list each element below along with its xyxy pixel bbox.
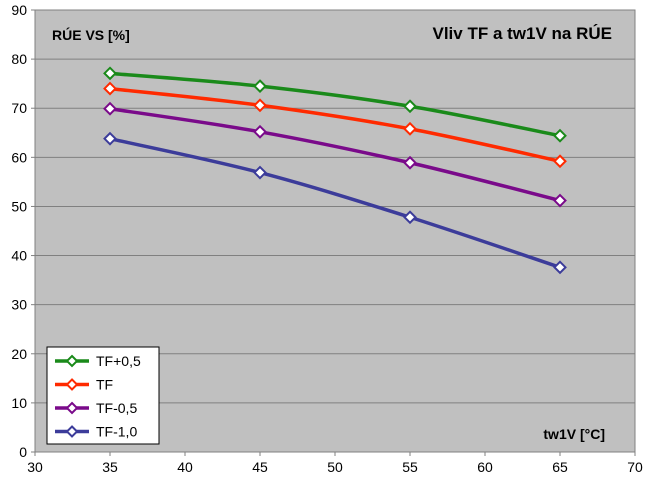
series-lines [109, 71, 561, 270]
data-point [253, 165, 267, 180]
series-line [109, 106, 561, 203]
y-tick-label: 20 [11, 346, 27, 362]
legend-label: TF+0,5 [96, 353, 141, 369]
data-point [553, 154, 567, 169]
y-tick-label: 90 [11, 2, 27, 18]
data-point [103, 101, 117, 116]
y-tick-label: 70 [11, 100, 27, 116]
x-tick-label: 50 [327, 459, 343, 475]
data-point [253, 124, 267, 139]
y-tick-label: 60 [11, 149, 27, 165]
y-tick-label: 10 [11, 395, 27, 411]
series-line [109, 136, 561, 270]
data-point [553, 128, 567, 143]
x-tick-label: 35 [102, 459, 118, 475]
legend: TF+0,5 TF TF-0,5 TF-1,0 [46, 346, 160, 445]
data-point [403, 155, 417, 170]
chart-title: Vliv TF a tw1V na RÚE [433, 24, 613, 43]
x-tick-label: 55 [402, 459, 418, 475]
legend-label: TF [96, 377, 113, 393]
y-tick-label: 30 [11, 297, 27, 313]
data-point [103, 81, 117, 96]
x-tick-label: 45 [252, 459, 268, 475]
data-point [553, 193, 567, 208]
data-point [253, 98, 267, 113]
legend-swatch-marker [65, 425, 79, 438]
y-tick-label: 80 [11, 51, 27, 67]
x-tick-label: 65 [552, 459, 568, 475]
data-point [253, 79, 267, 94]
x-axis-label: tw1V [°C] [543, 426, 605, 442]
y-tick-label: 50 [11, 198, 27, 214]
series-markers [103, 66, 567, 275]
y-axis-label: RÚE VS [%] [52, 26, 130, 43]
data-point [103, 66, 117, 81]
y-tick-label: 0 [19, 444, 27, 460]
y-tick-label: 40 [11, 248, 27, 264]
data-point [403, 99, 417, 114]
data-point [403, 210, 417, 225]
data-point [403, 121, 417, 136]
legend-box [46, 346, 160, 445]
x-tick-label: 60 [477, 459, 493, 475]
axis-ticks: 0 10 20 30 40 50 60 70 80 90 30 35 40 45 50 55 60 65 70 [11, 2, 643, 475]
legend-swatch-marker [65, 354, 79, 368]
series-line [109, 71, 561, 138]
x-tick-label: 40 [177, 459, 193, 475]
x-tick-label: 30 [27, 459, 43, 475]
data-point [553, 260, 567, 275]
data-point [103, 131, 117, 146]
legend-swatch-marker [65, 378, 79, 391]
legend-label: TF-0,5 [96, 400, 137, 416]
x-tick-label: 70 [627, 459, 643, 475]
legend-label: TF-1,0 [96, 424, 137, 440]
series-line [109, 86, 561, 163]
legend-swatch-marker [65, 401, 79, 415]
